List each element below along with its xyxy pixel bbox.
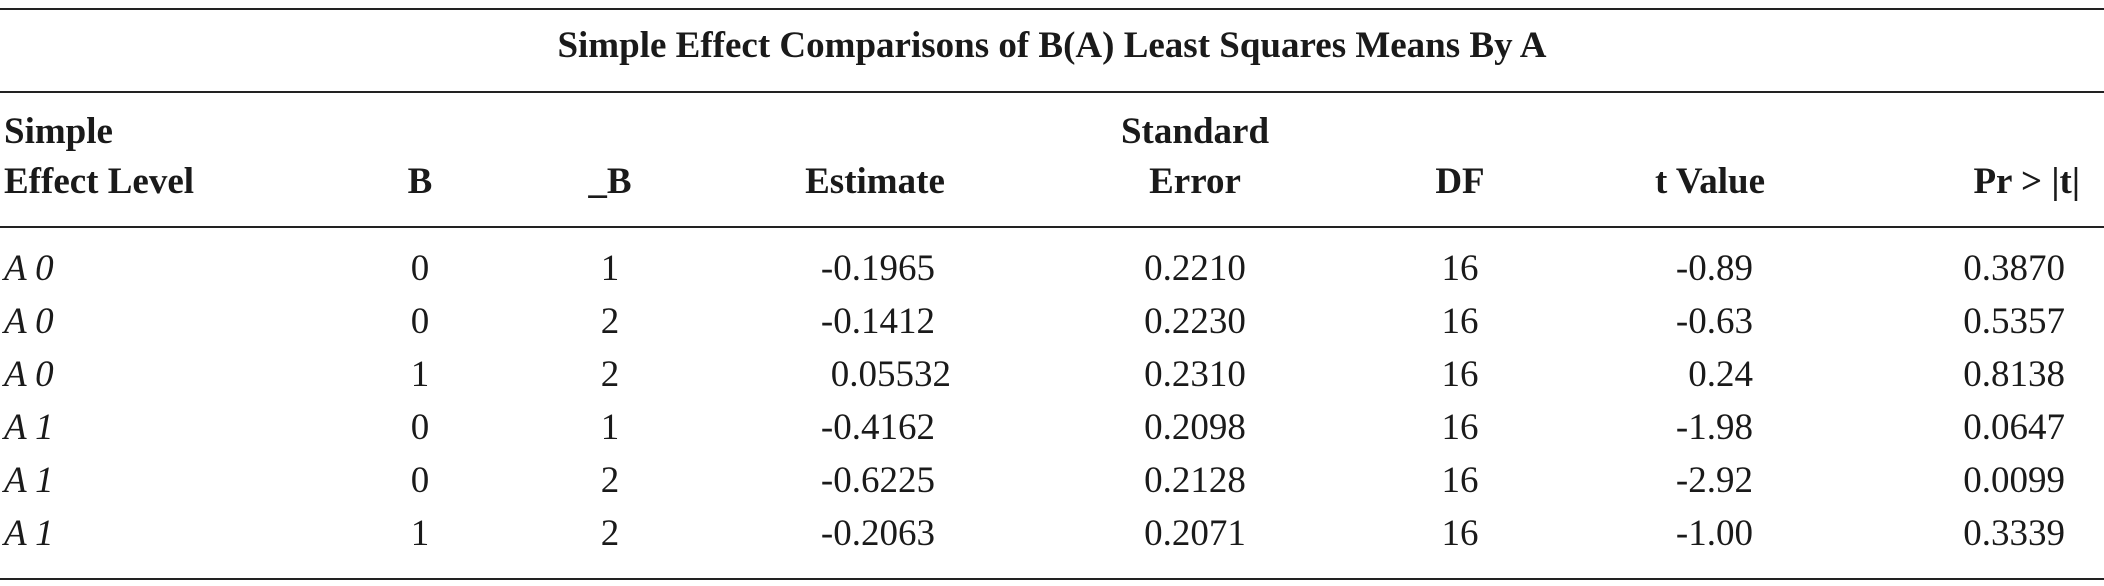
cell-t: -0.89 (1675, 248, 1753, 289)
cell-b2: 2 (600, 354, 620, 395)
header-rule (0, 226, 2104, 228)
cell-estimate: -0.1412 (820, 301, 935, 342)
table-title: Simple Effect Comparisons of B(A) Least … (557, 25, 1547, 66)
cell-p: 0.0099 (1963, 460, 2065, 501)
cell-level: A 0 (4, 248, 54, 289)
cell-b: 0 (410, 248, 430, 289)
header-t: t Value (1654, 161, 1765, 202)
cell-df: 16 (1441, 513, 1479, 554)
cell-t: -1.00 (1675, 513, 1753, 554)
cell-df: 16 (1441, 460, 1479, 501)
cell-b: 0 (410, 407, 430, 448)
header-se-line1: Standard (1120, 111, 1270, 152)
cell-se: 0.2128 (1144, 460, 1246, 501)
cell-b2: 1 (600, 248, 620, 289)
cell-se: 0.2210 (1144, 248, 1246, 289)
cell-estimate: -0.2063 (820, 513, 935, 554)
cell-p: 0.8138 (1963, 354, 2065, 395)
cell-level: A 0 (4, 301, 54, 342)
top-rule (0, 8, 2104, 10)
header-level-line1: Simple (4, 111, 113, 152)
cell-level: A 1 (4, 407, 54, 448)
header-se-line2: Error (1149, 161, 1241, 202)
cell-b2: 2 (600, 460, 620, 501)
cell-estimate: -0.4162 (820, 407, 935, 448)
cell-b2: 2 (600, 513, 620, 554)
cell-t: -0.63 (1675, 301, 1753, 342)
cell-t: 0.24 (1688, 354, 1753, 395)
cell-level: A 1 (4, 460, 54, 501)
cell-b2: 1 (600, 407, 620, 448)
cell-b: 0 (410, 460, 430, 501)
cell-t: -2.92 (1675, 460, 1753, 501)
cell-se: 0.2230 (1144, 301, 1246, 342)
cell-level: A 1 (4, 513, 54, 554)
header-b: B (407, 161, 433, 202)
cell-p: 0.0647 (1963, 407, 2065, 448)
cell-estimate: -0.6225 (820, 460, 935, 501)
cell-df: 16 (1441, 354, 1479, 395)
cell-p: 0.3870 (1963, 248, 2065, 289)
cell-estimate: 0.05532 (830, 354, 951, 395)
header-b2: _B (588, 161, 632, 202)
cell-estimate: -0.1965 (820, 248, 935, 289)
header-estimate: Estimate (805, 161, 945, 202)
header-df: DF (1435, 161, 1485, 202)
cell-level: A 0 (4, 354, 54, 395)
cell-se: 0.2071 (1144, 513, 1246, 554)
cell-df: 16 (1441, 301, 1479, 342)
cell-df: 16 (1441, 407, 1479, 448)
cell-b: 1 (410, 513, 430, 554)
cell-se: 0.2310 (1144, 354, 1246, 395)
cell-b: 1 (410, 354, 430, 395)
cell-p: 0.5357 (1963, 301, 2065, 342)
bottom-rule (0, 578, 2104, 580)
cell-b: 0 (410, 301, 430, 342)
cell-b2: 2 (600, 301, 620, 342)
header-p: Pr > |t| (1973, 161, 2080, 202)
cell-t: -1.98 (1675, 407, 1753, 448)
cell-se: 0.2098 (1144, 407, 1246, 448)
cell-df: 16 (1441, 248, 1479, 289)
cell-p: 0.3339 (1963, 513, 2065, 554)
title-rule (0, 91, 2104, 93)
header-level-line2: Effect Level (4, 161, 195, 202)
